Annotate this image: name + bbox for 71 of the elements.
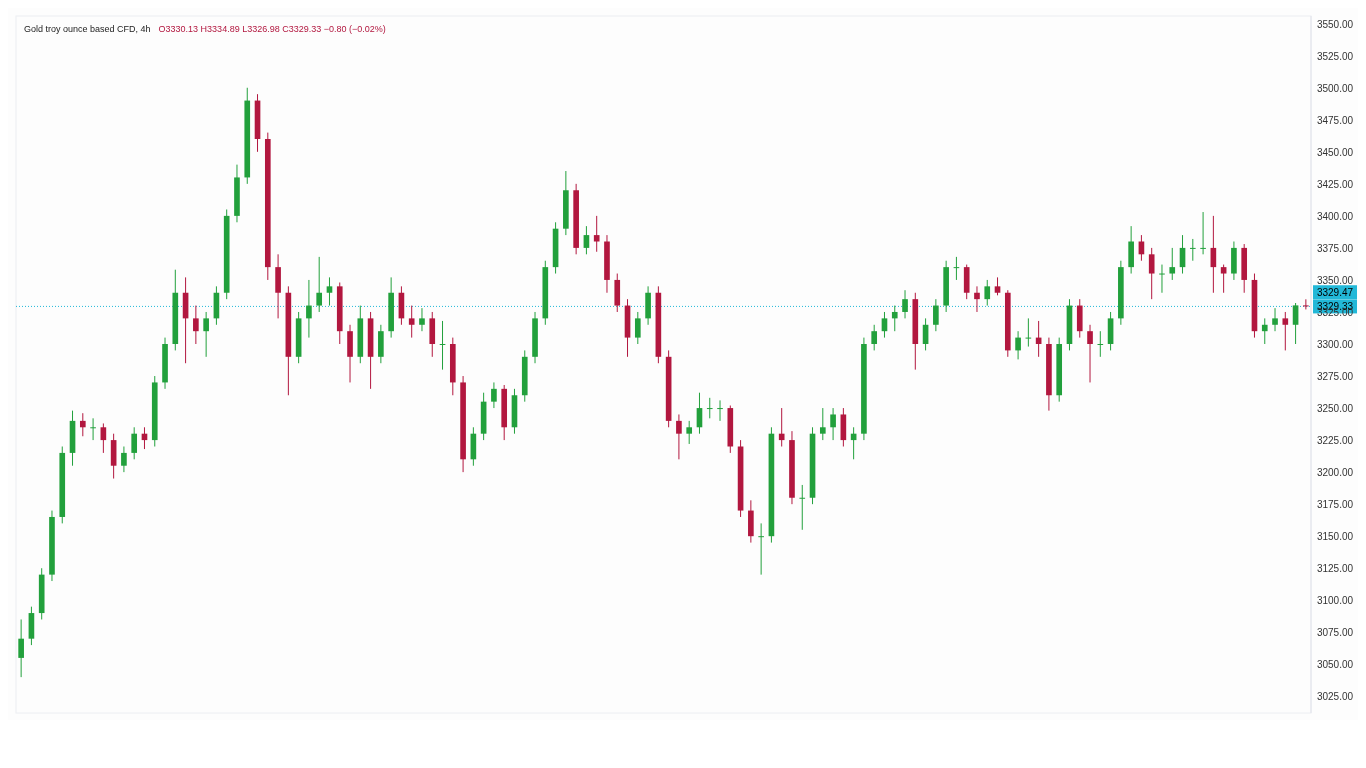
candlestick	[121, 446, 127, 473]
candlestick	[1169, 247, 1176, 281]
candlestick	[676, 413, 682, 460]
y-tick-label: 3250.00	[1316, 403, 1354, 415]
y-tick-label: 3350.00	[1316, 274, 1354, 286]
candlestick	[90, 417, 96, 441]
candlestick	[100, 422, 107, 454]
y-tick-label: 3100.00	[1316, 595, 1354, 607]
candlestick	[881, 311, 888, 339]
candlestick	[634, 311, 641, 345]
candlestick	[408, 305, 415, 339]
y-tick-label: 3200.00	[1316, 467, 1354, 479]
y-tick-label: 3425.00	[1316, 178, 1354, 190]
candlestick	[1148, 247, 1155, 300]
candlestick	[830, 407, 836, 441]
candlestick	[706, 397, 713, 419]
y-tick-label: 3300.00	[1316, 339, 1354, 350]
candlestick	[593, 215, 600, 253]
y-tick-label: 3025.00	[1316, 691, 1354, 703]
y-tick-label: 3375.00	[1316, 242, 1354, 254]
candlestick	[933, 298, 939, 332]
candlestick	[1189, 238, 1196, 262]
y-tick-label: 3175.00	[1316, 499, 1354, 511]
candlestick	[717, 399, 723, 422]
candlestick	[871, 324, 878, 351]
candlestick	[1282, 311, 1289, 351]
candlestick	[316, 256, 323, 313]
y-tick-label: 3075.00	[1316, 627, 1354, 639]
candlestick	[491, 381, 497, 409]
text: O3330.13 H3334.89 L3326.98 C3329.33 −0.80 (−0.02%)	[158, 24, 386, 34]
y-tick-label: 3450.00	[1316, 146, 1354, 158]
candlestick	[18, 618, 24, 678]
candlestick	[1292, 302, 1299, 345]
candlestick	[799, 484, 806, 531]
candlestick	[1200, 211, 1206, 255]
y-tick-label: 3050.00	[1316, 659, 1354, 671]
candlestick	[583, 225, 590, 255]
candlestick	[193, 305, 199, 345]
y-tick-label: 3400.00	[1316, 210, 1354, 222]
annotation: 3329.47	[1316, 287, 1354, 299]
y-tick-label: 3550.00	[1316, 18, 1354, 30]
y-tick-label: 3125.00	[1316, 563, 1354, 575]
candlestick	[419, 307, 425, 332]
candlestick	[1159, 264, 1165, 294]
candlestick	[686, 420, 693, 445]
y-tick-label: 3225.00	[1316, 435, 1354, 447]
candlestick	[778, 407, 785, 447]
candlestick	[79, 412, 86, 437]
candlestick	[1220, 264, 1227, 294]
candlestick	[306, 279, 312, 339]
y-tick-label: 3525.00	[1316, 50, 1354, 62]
candlestick	[326, 276, 333, 307]
y-tick-label: 3500.00	[1316, 82, 1354, 94]
candlestick	[203, 311, 209, 358]
candlestick	[974, 285, 980, 313]
candlestick	[984, 279, 991, 307]
candlestick	[1261, 317, 1268, 345]
candlestick	[131, 426, 138, 460]
y-tick-label: 3475.00	[1316, 114, 1354, 126]
candlestick	[1087, 324, 1093, 383]
candlestick	[1303, 298, 1309, 310]
candlestick	[902, 289, 908, 319]
y-tick-label: 3150.00	[1316, 531, 1354, 543]
candlestick	[819, 407, 826, 441]
text: Gold troy ounce based CFD, 4h	[24, 24, 151, 34]
candlestick	[758, 522, 764, 576]
candlestick	[1015, 330, 1021, 360]
candlestick	[891, 305, 898, 332]
y-tick-label: 3275.00	[1316, 371, 1354, 383]
candlestick	[1097, 330, 1104, 358]
candlestick	[1272, 307, 1278, 332]
